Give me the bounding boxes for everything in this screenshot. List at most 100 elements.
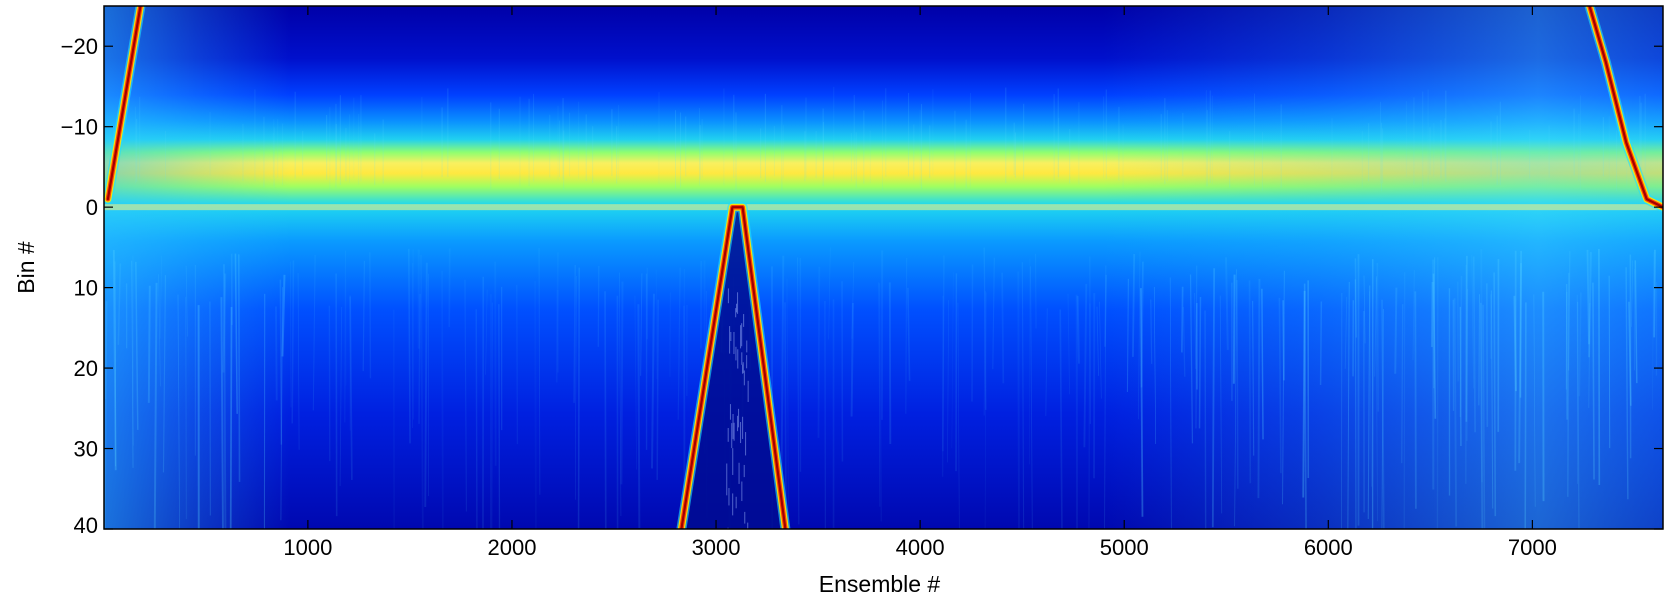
heatmap-streak	[185, 265, 188, 337]
heatmap-streak	[114, 261, 117, 467]
heatmap-streak	[1533, 294, 1536, 507]
x-tick-label: 3000	[692, 535, 741, 560]
heatmap-streak	[1319, 301, 1323, 386]
heatmap-streak	[117, 263, 122, 345]
heatmap-streak	[971, 264, 974, 402]
heatmap-streak	[573, 264, 576, 403]
x-tick-label: 1000	[283, 535, 332, 560]
heatmap-streak	[1076, 296, 1080, 364]
heatmap-streak	[1236, 280, 1239, 489]
heatmap-streak	[1490, 290, 1494, 509]
heatmap-streak	[634, 295, 637, 470]
axes-frame	[103, 5, 1664, 530]
heatmap-streak	[1104, 265, 1107, 529]
heatmap-streak	[1001, 272, 1005, 384]
heatmap-streak	[951, 272, 954, 449]
heatmap-streak	[1140, 261, 1144, 388]
heatmap-streak	[281, 274, 286, 357]
heatmap-streak	[1608, 275, 1611, 449]
heatmap-streak	[1354, 279, 1357, 529]
heatmap-streak	[1374, 276, 1378, 377]
heatmap-streak	[656, 299, 659, 480]
heatmap-streak	[1083, 283, 1088, 448]
heatmap-streak	[238, 254, 241, 482]
heatmap-streak	[494, 261, 497, 466]
heatmap-streak	[1430, 281, 1434, 348]
heatmap-streak	[1466, 288, 1469, 441]
heatmap-streak	[289, 261, 292, 408]
heatmap-streak	[538, 248, 541, 495]
heatmap-streak	[1586, 249, 1590, 345]
heatmap-streak	[828, 247, 831, 340]
heatmap-streak	[651, 293, 655, 469]
heatmap-streak	[947, 300, 949, 463]
heatmap-streak	[683, 268, 685, 522]
heatmap-streak	[1354, 258, 1358, 338]
heatmap-streak	[159, 256, 163, 339]
heatmap-streak	[1634, 260, 1638, 384]
heatmap-streak	[1482, 304, 1486, 529]
heatmap-streak	[1195, 265, 1198, 429]
heatmap-streak	[1140, 288, 1144, 517]
heatmap-streak	[878, 283, 882, 522]
heatmap-streak	[1344, 296, 1348, 369]
heatmap-streak	[1252, 300, 1255, 456]
heatmap-streak	[1631, 260, 1634, 327]
x-axis-label: Ensemble #	[819, 571, 941, 597]
heatmap-streak	[574, 276, 577, 500]
heatmap-streak	[1030, 266, 1033, 529]
heatmap-streak	[312, 254, 316, 411]
heatmap-streak	[275, 306, 278, 401]
heatmap-streak	[369, 252, 372, 379]
y-tick-label: 30	[74, 437, 98, 462]
heatmap-streak	[485, 289, 488, 375]
heatmap-streak	[177, 294, 181, 529]
heatmap-streak	[1282, 300, 1285, 381]
bottom-track-center-stroke	[680, 206, 787, 529]
heatmap-streak	[1375, 277, 1378, 522]
heatmap-streak	[1194, 293, 1197, 369]
heatmap-streak	[1414, 291, 1417, 509]
y-tick-label: 40	[74, 513, 98, 538]
heatmap-streak	[983, 247, 987, 410]
heatmap-streak	[1513, 295, 1517, 392]
y-tick-label: 10	[74, 276, 98, 301]
heatmap-streak	[1653, 249, 1656, 338]
heatmap-streak	[1248, 280, 1252, 484]
heatmap-streak	[1281, 270, 1285, 505]
heatmap-streak	[597, 266, 600, 347]
heatmap-streak	[555, 252, 559, 383]
heatmap-streak	[498, 304, 501, 529]
heatmap-streak	[135, 261, 139, 430]
heatmap-streak	[1588, 252, 1592, 358]
heatmap-streak	[1132, 253, 1136, 357]
heatmap-streak	[1381, 299, 1385, 529]
heatmap-streak	[1518, 263, 1522, 464]
heatmap-streak	[850, 302, 854, 417]
x-tick-label: 4000	[896, 535, 945, 560]
heatmap-streak	[1401, 304, 1404, 464]
heatmap-streaks	[104, 86, 1658, 529]
heatmap-streak	[1472, 256, 1476, 433]
heatmap-streak	[1471, 254, 1474, 389]
x-tick-label: 5000	[1100, 535, 1149, 560]
heatmap-streak	[637, 304, 641, 529]
x-tick-label: 6000	[1304, 535, 1353, 560]
heatmap-streak	[222, 264, 227, 529]
heatmap-streak	[153, 282, 158, 529]
heatmap-streak	[797, 257, 800, 525]
heatmap-streak	[1169, 277, 1172, 529]
bottom-track-left	[104, 6, 146, 205]
heatmap-streak	[1088, 303, 1091, 529]
heatmap-streak	[104, 301, 108, 529]
heatmap-streak	[1225, 257, 1229, 350]
y-axis-tick-labels: −20 −10 0 10 20 30 40	[61, 34, 98, 538]
heatmap-streak	[1493, 272, 1497, 517]
heatmap-streak	[1652, 252, 1654, 410]
heatmap-streak	[1459, 306, 1462, 447]
heatmap-streak	[1376, 262, 1379, 412]
heatmap-streak	[131, 260, 134, 468]
heatmap-streak	[1211, 268, 1216, 528]
heatmap-streak	[1302, 290, 1306, 498]
